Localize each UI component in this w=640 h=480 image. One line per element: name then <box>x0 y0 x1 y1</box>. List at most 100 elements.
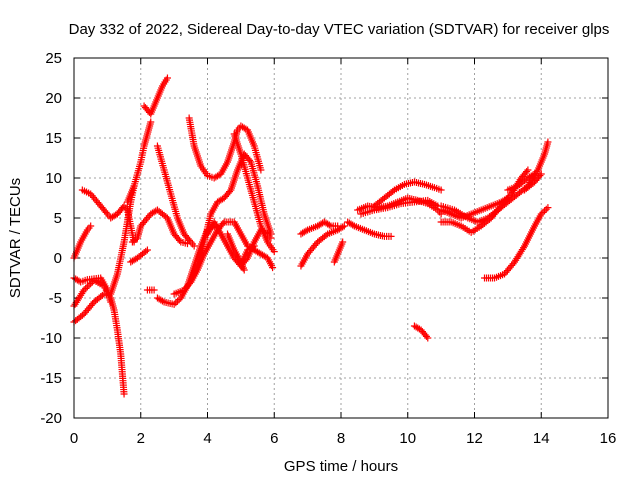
series-track-20 <box>297 218 342 238</box>
data-point <box>150 286 158 294</box>
data-point <box>270 248 278 256</box>
series-track-1 <box>70 222 95 262</box>
data-point <box>531 170 539 178</box>
data-point <box>185 280 193 288</box>
y-tick-label: -20 <box>40 410 62 427</box>
series-track-4 <box>70 276 128 398</box>
series-track-31 <box>410 322 432 342</box>
series-track-28 <box>437 138 552 226</box>
series-track-21 <box>330 238 347 266</box>
data-point <box>339 238 347 246</box>
series-track-15 <box>185 114 265 182</box>
data-point <box>185 236 193 244</box>
y-tick-label: 25 <box>45 50 62 67</box>
series-track-27 <box>437 166 532 236</box>
data-point <box>541 207 549 215</box>
series-track-2 <box>78 186 138 246</box>
data-point <box>537 170 545 178</box>
data-point <box>120 390 128 398</box>
data-point <box>544 138 552 146</box>
data-point <box>158 297 166 305</box>
y-tick-label: 15 <box>45 130 62 147</box>
data-point <box>85 281 93 289</box>
data-points <box>70 74 552 398</box>
series-track-19 <box>297 222 348 270</box>
data-point <box>312 240 320 248</box>
data-point <box>529 171 537 179</box>
series-track-7 <box>140 74 171 118</box>
y-tick-labels: -20 -15 -10 -5 0 5 10 15 20 25 <box>40 50 62 427</box>
series-track-22 <box>344 218 395 240</box>
data-point <box>539 208 547 216</box>
data-point <box>537 210 545 218</box>
y-tick-label: -15 <box>40 370 62 387</box>
y-tick-label: -5 <box>49 290 62 307</box>
data-point <box>437 186 445 194</box>
y-tick-label: 10 <box>45 170 62 187</box>
data-point <box>249 243 257 251</box>
data-point <box>175 236 183 244</box>
x-tick-label: 0 <box>70 430 78 447</box>
data-point <box>102 208 110 216</box>
series-track-25 <box>370 178 445 210</box>
data-point <box>334 222 342 230</box>
data-point <box>172 299 180 307</box>
series-track-32 <box>504 170 539 194</box>
data-point <box>219 220 227 228</box>
y-axis-label: SDTVAR / TECUs <box>7 178 24 298</box>
data-point <box>143 246 151 254</box>
data-point <box>536 172 544 180</box>
data-point <box>82 284 90 292</box>
series-track-17 <box>224 230 258 274</box>
series-track-8 <box>127 246 151 266</box>
x-tick-label: 16 <box>600 430 617 447</box>
data-point <box>349 221 357 229</box>
data-point <box>87 280 95 288</box>
data-point <box>80 286 88 294</box>
data-point <box>89 300 97 308</box>
x-axis-label: GPS time / hours <box>284 458 398 475</box>
data-point <box>422 332 430 340</box>
data-point <box>87 222 95 230</box>
data-point <box>424 334 432 342</box>
data-point <box>524 166 532 174</box>
x-tick-label: 10 <box>399 430 416 447</box>
series-track-5 <box>70 182 138 326</box>
chart-title: Day 332 of 2022, Sidereal Day-to-day VTE… <box>69 21 610 38</box>
series-track-18 <box>230 130 278 256</box>
data-point <box>523 168 531 176</box>
data-point <box>83 283 91 291</box>
x-tick-label: 2 <box>137 430 145 447</box>
data-point <box>325 221 333 229</box>
data-point <box>190 242 198 250</box>
x-tick-label: 12 <box>466 430 483 447</box>
data-point <box>387 232 395 240</box>
series-track-10 <box>143 286 158 294</box>
x-tick-label: 4 <box>203 430 211 447</box>
y-tick-label: -10 <box>40 330 62 347</box>
data-point <box>175 296 183 304</box>
data-point <box>257 166 265 174</box>
y-tick-label: 0 <box>54 250 62 267</box>
series-track-14 <box>187 150 275 286</box>
data-point <box>544 204 552 212</box>
data-point <box>98 291 106 299</box>
data-point <box>302 227 310 235</box>
series-track-29 <box>481 204 552 282</box>
data-point <box>322 231 330 239</box>
x-tick-label: 8 <box>337 430 345 447</box>
data-point <box>173 297 181 305</box>
data-point <box>269 264 277 272</box>
data-point <box>389 187 397 195</box>
data-point <box>142 247 150 255</box>
data-point <box>542 205 550 213</box>
data-point <box>78 311 86 319</box>
y-tick-label: 20 <box>45 90 62 107</box>
x-tick-labels: 0 2 4 6 8 10 12 14 16 <box>70 430 617 447</box>
data-point <box>246 156 254 164</box>
data-point <box>340 222 348 230</box>
x-tick-label: 14 <box>533 430 550 447</box>
data-point <box>163 74 171 82</box>
data-point <box>147 118 155 126</box>
